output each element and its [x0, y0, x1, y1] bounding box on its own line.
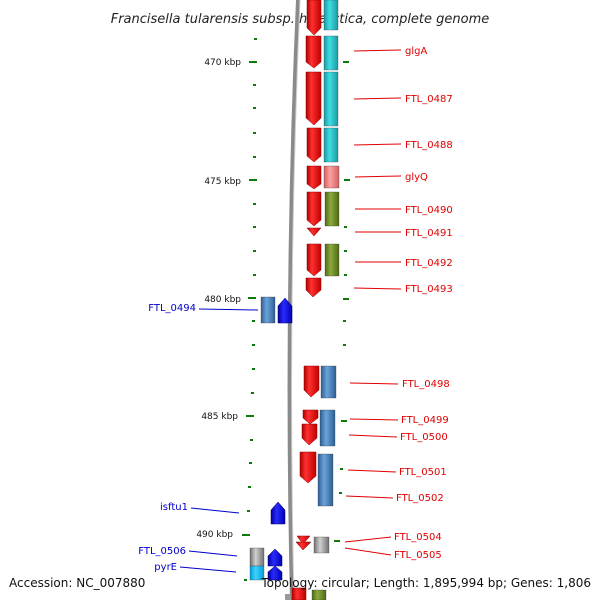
map-title: Francisella tularensis subsp. holarctica… — [111, 12, 490, 27]
label-pyrE[interactable]: pyrE — [154, 562, 177, 573]
cog-box-FTL_0506 — [249, 547, 265, 567]
gene-FTL_0500 — [301, 423, 318, 446]
cog-box-glgA-top — [323, 0, 339, 31]
scale-ticks: 470 kbp 475 kbp 480 kbp 485 kbp 490 kbp — [196, 58, 257, 540]
gene-FTL_0506 — [267, 548, 283, 567]
cog-box-glyQ — [323, 165, 340, 189]
genome-summary-text: Topology: circular; Length: 1,895,994 bp… — [260, 576, 591, 590]
gene-FTL_0504 — [296, 535, 311, 545]
gene-FTL_0505 — [295, 541, 312, 551]
label-leaders — [179, 49, 402, 573]
label-FTL_0488[interactable]: FTL_0488 — [405, 140, 453, 151]
gene-glyQ — [306, 165, 322, 190]
gene-FTL_0501 — [299, 451, 317, 484]
gene-FTL_0487 — [305, 71, 322, 126]
outer-tick-marks — [334, 61, 350, 542]
cog-box-FTL_0492 — [324, 243, 340, 277]
gene-FTL_0488 — [306, 127, 322, 163]
cog-box-pyrE — [249, 565, 265, 581]
cog-box-FTL_0502 — [317, 453, 334, 507]
minus-strand-genes — [249, 296, 293, 600]
label-FTL_0492[interactable]: FTL_0492 — [405, 258, 453, 269]
label-FTL_0498[interactable]: FTL_0498 — [402, 379, 450, 390]
cog-category-boxes — [311, 0, 340, 600]
tick-490: 490 kbp — [196, 530, 233, 540]
gene-glgA-b — [305, 35, 322, 69]
gene-pyrE — [267, 565, 283, 581]
gene-FTL_0491 — [306, 227, 322, 237]
label-FTL_0499[interactable]: FTL_0499 — [401, 415, 449, 426]
cog-box-FTL_0488 — [323, 127, 339, 163]
accession-text: Accession: NC_007880 — [9, 576, 145, 590]
label-FTL_0487[interactable]: FTL_0487 — [405, 94, 453, 105]
label-glgA[interactable]: glgA — [405, 46, 427, 57]
label-FTL_0491[interactable]: FTL_0491 — [405, 228, 453, 239]
cog-box-bottom — [311, 589, 327, 600]
label-FTL_0493[interactable]: FTL_0493 — [405, 284, 453, 295]
label-glyQ[interactable]: glyQ — [405, 172, 428, 183]
tick-470: 470 kbp — [204, 58, 241, 68]
gene-FTL_0498 — [303, 365, 320, 398]
genome-backbone — [287, 0, 300, 600]
label-FTL_0494[interactable]: FTL_0494 — [148, 303, 196, 314]
cog-box-FTL_0505 — [313, 536, 330, 554]
cog-box-FTL_0487 — [323, 71, 339, 127]
tick-480: 480 kbp — [204, 295, 241, 305]
gene-isftu1 — [270, 501, 286, 525]
label-FTL_0504[interactable]: FTL_0504 — [394, 532, 442, 543]
label-FTL_0502[interactable]: FTL_0502 — [396, 493, 444, 504]
gene-bottom-grey — [285, 594, 291, 600]
tick-475: 475 kbp — [204, 177, 241, 187]
genome-backbone-shadow — [291, 0, 301, 600]
cog-box-glgA — [323, 35, 339, 71]
label-isftu1[interactable]: isftu1 — [160, 502, 188, 513]
cog-box-FTL_0498 — [320, 365, 337, 399]
cog-box-FTL_0490 — [324, 191, 340, 227]
label-FTL_0506[interactable]: FTL_0506 — [138, 546, 186, 557]
inner-tick-marks — [244, 38, 257, 581]
gene-FTL_0494 — [277, 297, 293, 324]
gene-FTL_0493 — [305, 277, 322, 298]
gene-glgA — [306, 0, 322, 36]
label-FTL_0500[interactable]: FTL_0500 — [400, 432, 448, 443]
gene-bottom-red — [291, 587, 307, 600]
plus-strand-genes — [291, 0, 322, 600]
cog-box-FTL_0499 — [319, 409, 336, 447]
label-FTL_0490[interactable]: FTL_0490 — [405, 205, 453, 216]
gene-FTL_0492 — [306, 243, 322, 277]
label-FTL_0505[interactable]: FTL_0505 — [394, 550, 442, 561]
cog-box-FTL_0494 — [260, 296, 276, 324]
gene-labels: glgA FTL_0487 FTL_0488 glyQ FTL_0490 FTL… — [138, 46, 452, 573]
gene-FTL_0499 — [302, 409, 319, 425]
label-FTL_0501[interactable]: FTL_0501 — [399, 467, 447, 478]
tick-485: 485 kbp — [201, 412, 238, 422]
gene-FTL_0490 — [306, 191, 322, 227]
